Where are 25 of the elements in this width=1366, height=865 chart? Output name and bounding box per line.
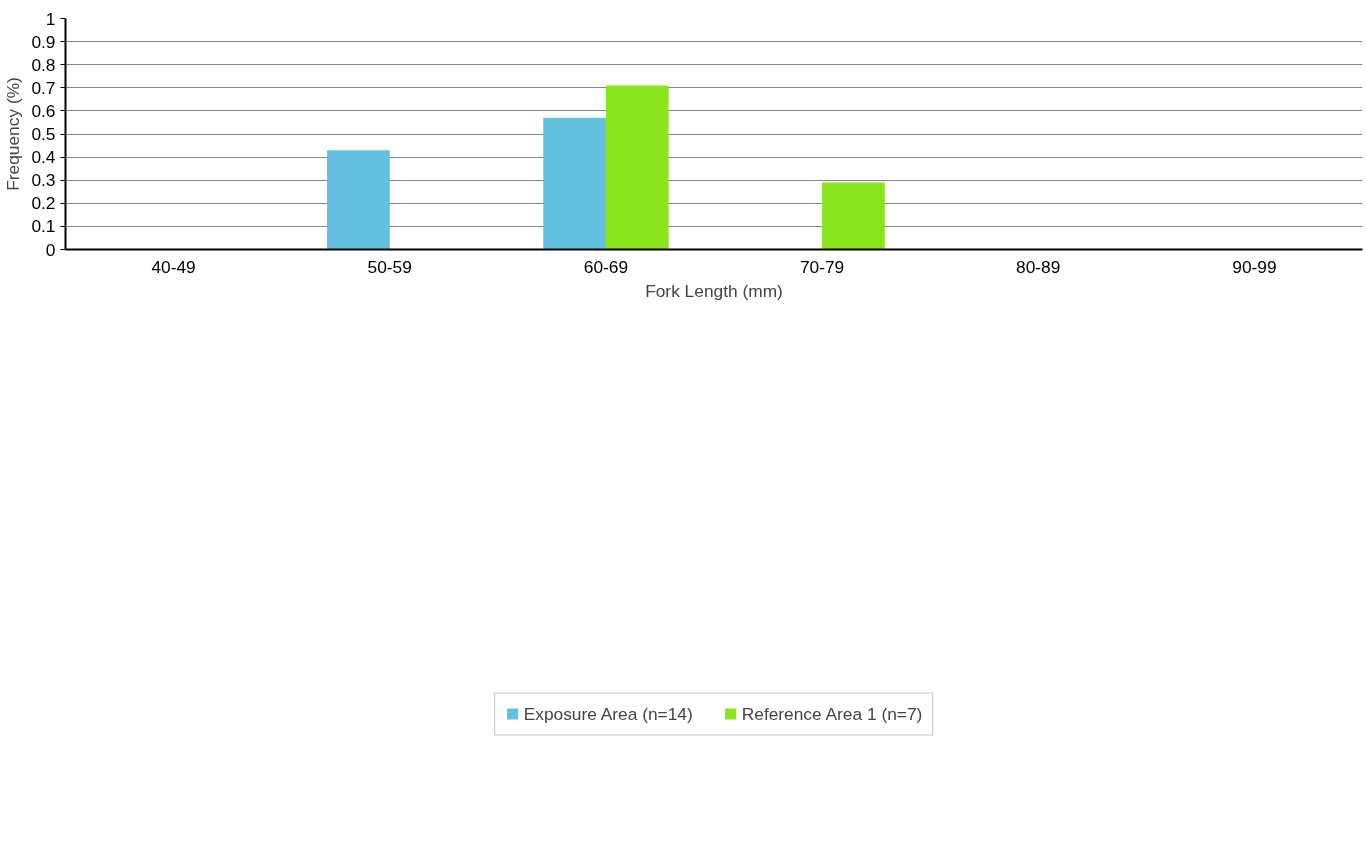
y-tick-label: 0.6	[31, 100, 56, 121]
y-tick-label: 0.8	[31, 54, 56, 75]
x-tick-label: 90-99	[1232, 256, 1277, 277]
y-tick-label: 0.3	[31, 170, 56, 191]
y-tick-label: 0.1	[31, 216, 56, 237]
bar	[605, 85, 669, 250]
y-tick-label: 0.9	[31, 31, 56, 52]
legend-label: Reference Area 1 (n=7)	[741, 703, 923, 725]
y-tick-label: 0.7	[31, 77, 56, 98]
x-tick-label: 60-69	[583, 256, 629, 277]
x-tick-label: 40-49	[151, 256, 196, 277]
y-tick-label: 0	[45, 239, 56, 260]
bar	[327, 150, 390, 250]
bar	[543, 117, 606, 250]
x-tick-label: 70-79	[799, 256, 845, 277]
y-tick-label: 1	[45, 8, 56, 29]
x-tick-label: 50-59	[367, 256, 412, 277]
y-axis-title: Frequency (%)	[3, 77, 24, 191]
y-tick-label: 0.4	[31, 147, 56, 168]
legend-label: Exposure Area (n=14)	[523, 703, 693, 725]
x-axis-title: Fork Length (mm)	[645, 280, 783, 301]
y-tick-label: 0.2	[31, 193, 56, 214]
bar	[822, 182, 885, 250]
y-tick-label: 0.5	[31, 124, 56, 144]
x-tick-label: 80-89	[1016, 256, 1061, 277]
